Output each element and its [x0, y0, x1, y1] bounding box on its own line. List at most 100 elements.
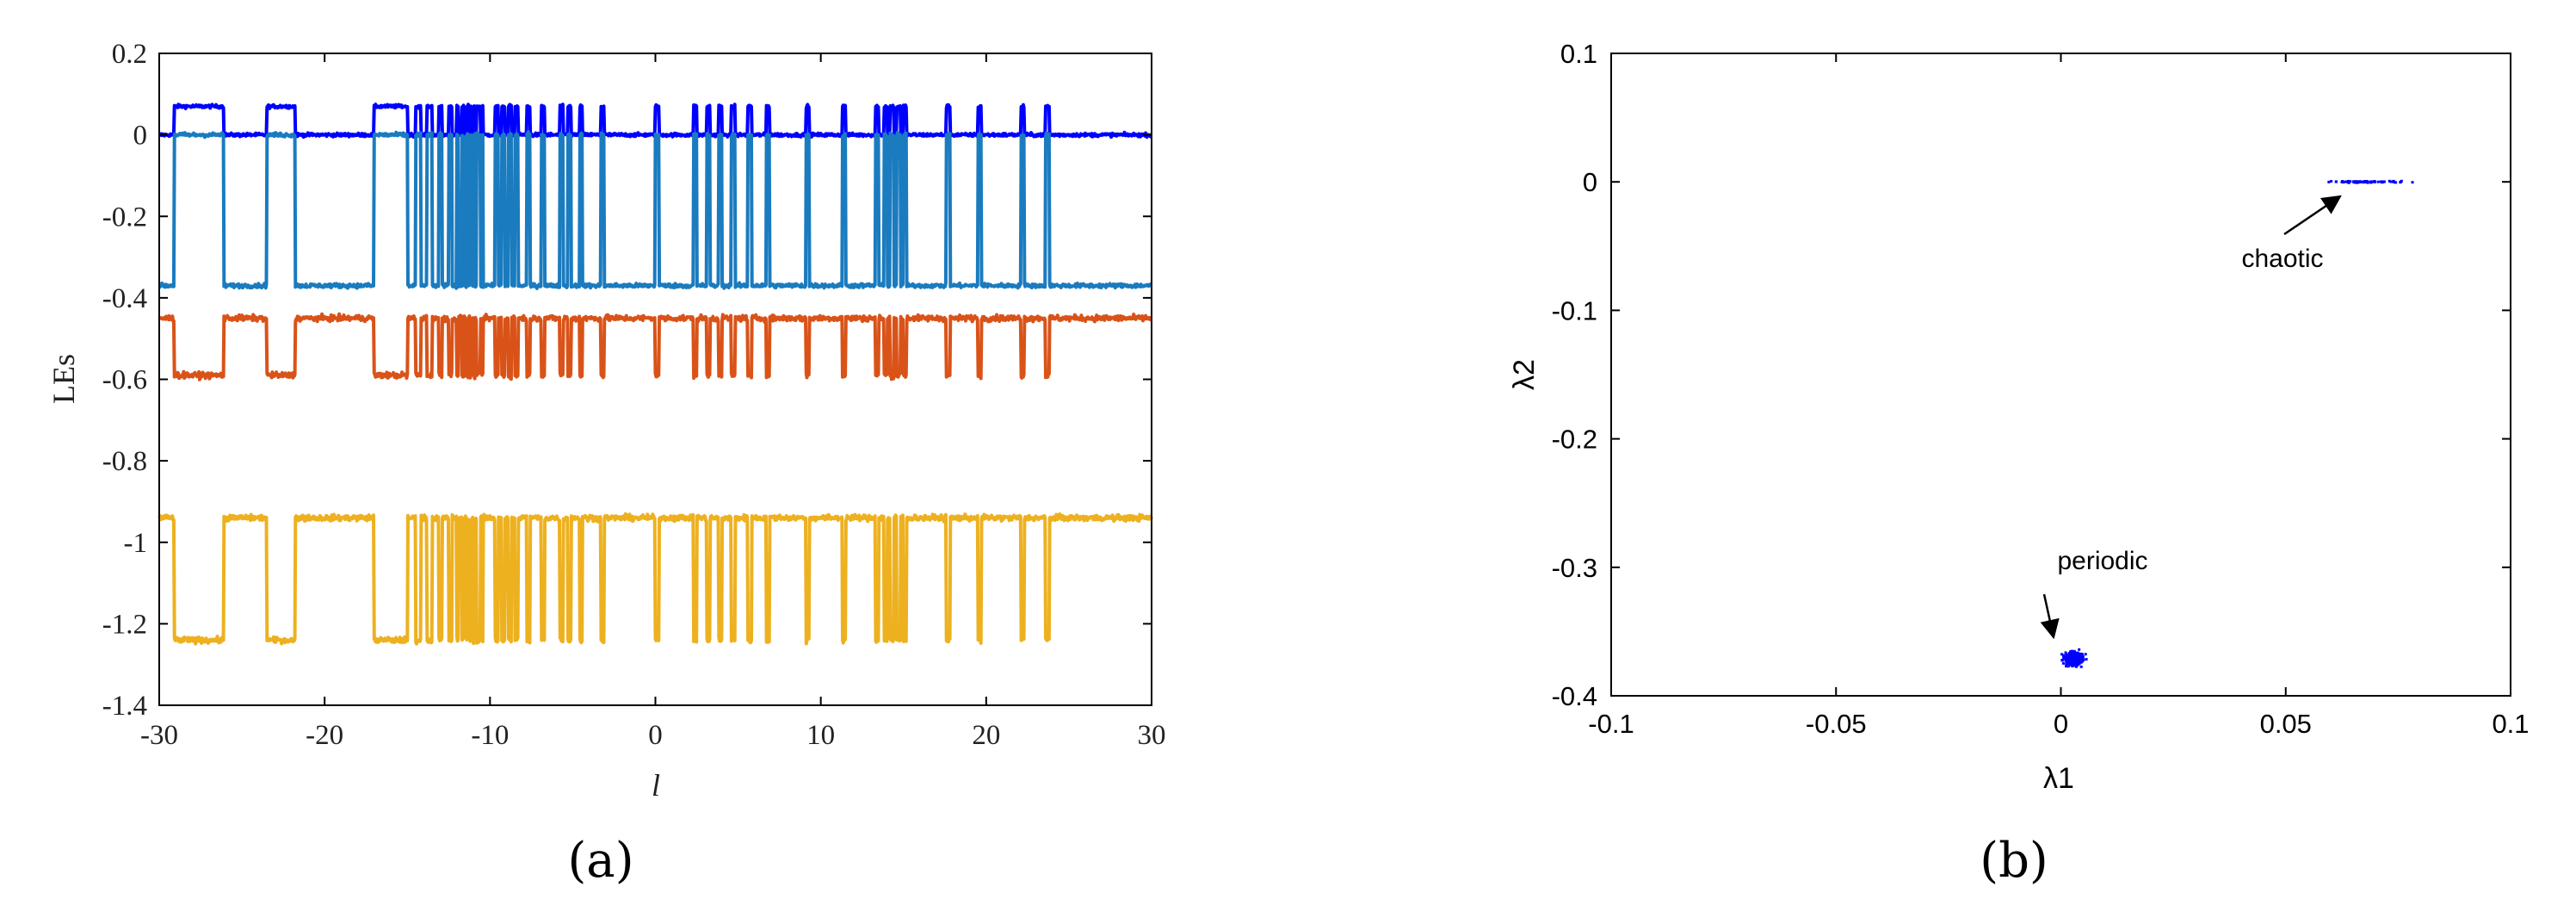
scatter-point-chaotic: [2349, 180, 2352, 183]
panel-b-label: (b): [1980, 833, 2048, 889]
panel-b-ytick-label: -0.2: [1552, 425, 1597, 455]
scatter-point-periodic: [2076, 658, 2079, 661]
panel-b-ytick-label: -0.3: [1552, 553, 1597, 583]
scatter-point-periodic: [2072, 658, 2075, 661]
panel-a-xtick-label: 0: [648, 720, 663, 751]
scatter-point-periodic: [2070, 654, 2073, 657]
scatter-point-chaotic: [2360, 180, 2363, 183]
scatter-point-periodic: [2066, 660, 2070, 664]
scatter-point-periodic: [2065, 653, 2068, 656]
series-line-yellow: [158, 512, 1153, 646]
scatter-point-periodic: [2070, 658, 2073, 661]
panel-b-ytick-label: -0.4: [1552, 681, 1597, 711]
panel-a-ytick-label: -0.4: [102, 283, 147, 314]
scatter-point-periodic: [2075, 656, 2079, 660]
panel-a-xlabel: l: [652, 768, 660, 803]
scatter-point-periodic: [2071, 661, 2074, 665]
panel-a-xtick-label: -20: [306, 720, 343, 751]
scatter-point-periodic: [2076, 663, 2079, 667]
scatter-point-periodic: [2075, 665, 2078, 668]
scatter-point-periodic: [2079, 657, 2082, 660]
scatter-point-chaotic: [2347, 179, 2350, 183]
scatter-point-chaotic: [2389, 180, 2393, 183]
annotation-arrow-chaotic: [2283, 195, 2342, 236]
scatter-point-periodic: [2085, 658, 2088, 661]
panel-a-series: [158, 102, 1153, 646]
scatter-point-chaotic: [2363, 180, 2366, 183]
scatter-point-periodic: [2065, 665, 2067, 668]
scatter-point-chaotic: [2371, 180, 2375, 183]
scatter-point-chaotic: [2340, 181, 2344, 183]
panel-b-xtick-label: 0.1: [2492, 709, 2529, 739]
panel-a-ytick-label: -0.6: [102, 365, 147, 396]
scatter-point-periodic: [2060, 653, 2064, 656]
series-line-orange: [158, 312, 1153, 381]
panel-a-ytick-label: -1: [124, 528, 148, 559]
scatter-point-periodic: [2073, 655, 2077, 659]
scatter-point-chaotic: [2392, 180, 2394, 183]
scatter-point-periodic: [2068, 654, 2072, 658]
scatter-point-periodic: [2070, 663, 2073, 667]
panel-a-xtick-label: -10: [471, 720, 509, 751]
panel-a-ytick-label: -0.8: [102, 446, 147, 477]
scatter-point-chaotic: [2373, 180, 2376, 183]
panel-a-ytick-label: 0.2: [112, 39, 147, 70]
scatter-point-periodic: [2065, 659, 2068, 662]
panel-a-xtick-label: 20: [972, 720, 1000, 751]
scatter-point-chaotic: [2357, 181, 2360, 184]
panel-a-xtick-label: -30: [140, 720, 178, 751]
scatter-point-chaotic: [2394, 181, 2398, 184]
scatter-point-chaotic: [2330, 180, 2333, 183]
scatter-point-chaotic: [2327, 180, 2331, 183]
scatter-point-periodic: [2078, 648, 2081, 651]
scatter-point-chaotic: [2411, 181, 2414, 184]
scatter-point-periodic: [2073, 652, 2077, 655]
scatter-point-periodic: [2081, 660, 2084, 663]
scatter-point-chaotic: [2381, 181, 2384, 184]
scatter-point-chaotic: [2382, 180, 2386, 183]
scatter-point-chaotic: [2366, 180, 2369, 183]
scatter-point-periodic: [2065, 662, 2068, 666]
scatter-point-periodic: [2065, 657, 2068, 660]
scatter-point-periodic: [2073, 659, 2077, 662]
panel-b-ylabel: λ2: [1508, 359, 1541, 390]
scatter-point-periodic: [2060, 659, 2064, 662]
scatter-point-periodic: [2066, 665, 2070, 668]
scatter-point-chaotic: [2352, 180, 2356, 183]
panel-a-ytick-label: -0.2: [102, 202, 147, 233]
panel-b-ytick-label: -0.1: [1552, 295, 1597, 326]
panel-b-ytick-label: 0.1: [1560, 39, 1597, 69]
scatter-point-chaotic: [2334, 180, 2338, 183]
panel-a-ticks: -30 -20 -10 0 10 20 30 0.2 0 -0.2 -0.4 -0.6 -0.8 -1 -1…: [102, 39, 1166, 751]
panel-b-xtick-label: -0.1: [1588, 709, 1634, 739]
panel-b-axes-box: [1610, 53, 2511, 697]
scatter-point-periodic: [2064, 651, 2067, 654]
scatter-point-periodic: [2069, 660, 2073, 664]
scatter-point-chaotic: [2376, 180, 2380, 183]
scatter-point-periodic: [2069, 660, 2072, 663]
panel-b-xlabel: λ1: [2043, 762, 2074, 795]
scatter-point-periodic: [2078, 662, 2081, 666]
panel-b-xtick-label: -0.05: [1806, 709, 1867, 739]
scatter-point-periodic: [2076, 651, 2079, 654]
scatter-point-periodic: [2074, 663, 2078, 667]
scatter-point-periodic: [2068, 663, 2071, 667]
series-line-blue: [158, 102, 1153, 140]
scatter-point-periodic: [2077, 660, 2080, 663]
panel-a-xtick-label: 10: [806, 720, 835, 751]
panel-a-ytick-label: -1.4: [102, 691, 147, 722]
panel-a: -30 -20 -10 0 10 20 30 0.2 0 -0.2 -0.4 -0.6 -0.8 -1 -1…: [46, 39, 1166, 889]
scatter-point-periodic: [2078, 654, 2080, 657]
scatter-point-periodic: [2061, 661, 2065, 665]
panel-b-xtick-label: 0: [2054, 709, 2068, 739]
scatter-point-periodic: [2079, 665, 2083, 668]
scatter-point-chaotic: [2353, 181, 2357, 184]
panel-a-xtick-label: 30: [1138, 720, 1166, 751]
scatter-point-periodic: [2062, 654, 2065, 657]
scatter-point-periodic: [2073, 661, 2076, 665]
scatter-point-chaotic: [2400, 179, 2403, 183]
panel-a-ytick-label: -1.2: [102, 609, 147, 640]
scatter-point-chaotic: [2369, 180, 2373, 183]
scatter-point-periodic: [2070, 649, 2073, 653]
